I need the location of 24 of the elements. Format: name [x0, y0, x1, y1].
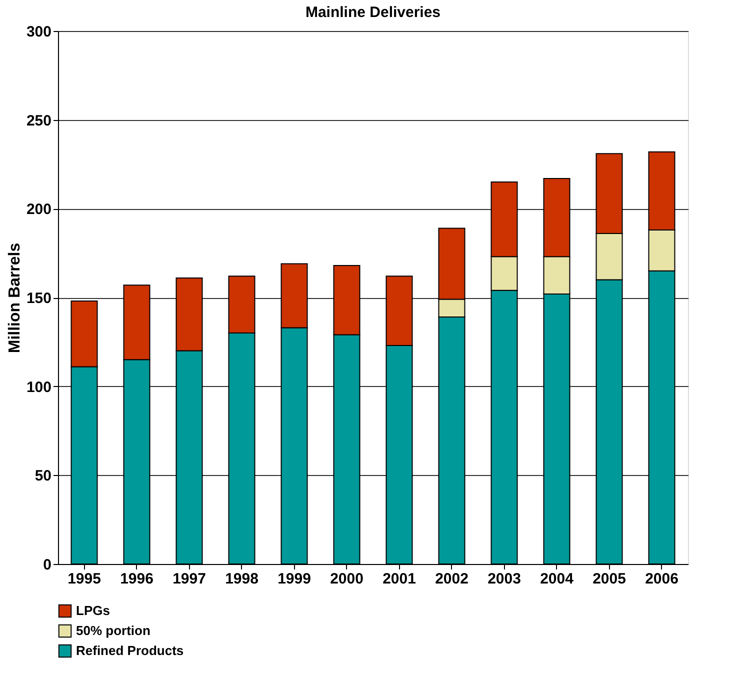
y-tick-label: 100 [26, 378, 52, 396]
chart-title: Mainline Deliveries [305, 4, 441, 21]
x-tick-label: 2006 [645, 570, 678, 588]
x-tick-label: 2004 [540, 570, 574, 588]
x-tick-label: 2005 [592, 570, 626, 588]
y-tick-label: 250 [26, 112, 52, 130]
x-tick-label: 1995 [68, 570, 101, 588]
x-tick-label: 2003 [488, 570, 521, 588]
y-tick-label: 0 [43, 556, 52, 574]
y-tick-label: 200 [26, 201, 52, 218]
x-tick-label: 2000 [330, 570, 364, 588]
x-tick-label: 1996 [120, 570, 154, 588]
x-tick-label: 1997 [172, 570, 206, 588]
legend-label: LPGs [76, 603, 110, 618]
legend-label: Refined Products [76, 643, 184, 658]
x-tick-label: 1998 [225, 570, 258, 588]
x-tick-label: 1999 [278, 570, 311, 588]
y-tick-label: 300 [26, 24, 52, 40]
y-tick-label: 50 [34, 468, 52, 485]
y-tick-label: 150 [26, 290, 52, 307]
x-tick-label: 2001 [382, 570, 416, 588]
legend-label: 50% portion [76, 623, 150, 638]
y-axis-title: Million Barrels [6, 242, 24, 354]
x-tick-label: 2002 [435, 570, 468, 588]
